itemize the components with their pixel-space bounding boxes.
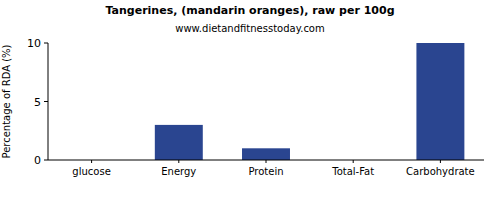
- x-tick: [178, 160, 179, 163]
- x-tick: [440, 160, 441, 163]
- chart-container: Tangerines, (mandarin oranges), raw per …: [0, 0, 500, 200]
- subtitle: www.dietandfitnesstoday.com: [175, 23, 324, 34]
- y-tick-label: 5: [34, 96, 41, 109]
- bar: [416, 43, 464, 160]
- y-tick-label: 10: [27, 37, 41, 50]
- y-tick: [44, 43, 48, 44]
- x-tick-label: glucose: [72, 166, 110, 177]
- x-tick: [353, 160, 354, 163]
- y-tick: [44, 101, 48, 102]
- x-tick-label: Carbohydrate: [406, 166, 475, 177]
- x-tick: [91, 160, 92, 163]
- x-tick-label: Total-Fat: [331, 166, 374, 177]
- x-tick-label: Protein: [248, 166, 283, 177]
- bar: [155, 125, 203, 160]
- bars: [155, 43, 465, 160]
- bar: [242, 148, 290, 160]
- title: Tangerines, (mandarin oranges), raw per …: [105, 4, 394, 17]
- x-tick: [266, 160, 267, 163]
- chart-svg: Tangerines, (mandarin oranges), raw per …: [0, 0, 500, 200]
- y-axis-label: Percentage of RDA (%): [1, 44, 12, 158]
- x-tick-label: Energy: [161, 166, 196, 177]
- y-tick: [44, 160, 48, 161]
- y-tick-label: 0: [34, 154, 41, 167]
